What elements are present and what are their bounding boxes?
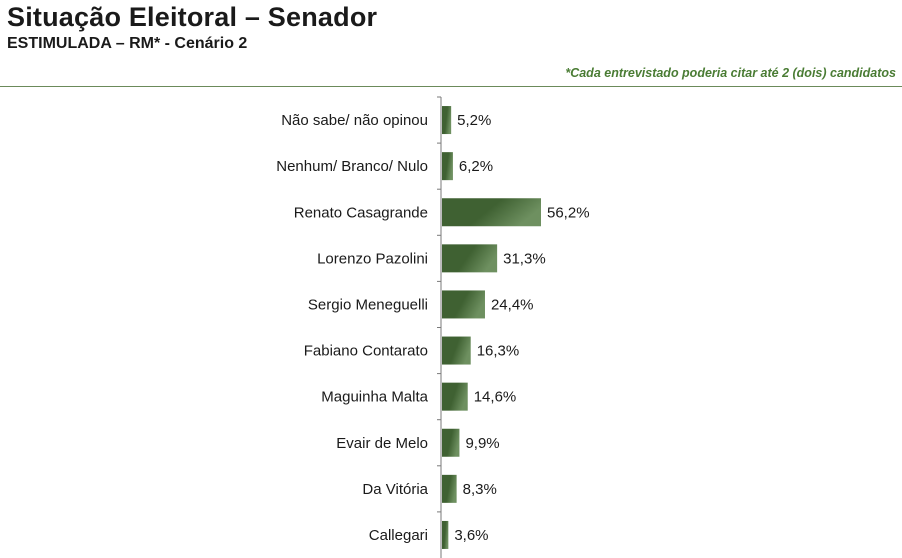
- data-label: 56,2%: [547, 204, 590, 221]
- data-label: 24,4%: [491, 296, 534, 313]
- data-label: 3,6%: [454, 527, 488, 544]
- bar: [442, 152, 453, 181]
- category-label: Callegari: [369, 527, 428, 544]
- category-label: Evair de Melo: [336, 435, 428, 452]
- data-label: 6,2%: [459, 158, 493, 175]
- page-subtitle: ESTIMULADA – RM* - Cenário 2: [7, 35, 248, 52]
- bar: [442, 474, 457, 503]
- header-divider: [0, 86, 902, 87]
- category-label: Fabiano Contarato: [304, 343, 428, 360]
- bar: [442, 198, 541, 227]
- bar: [442, 244, 498, 273]
- bar: [442, 428, 460, 457]
- bar: [442, 382, 468, 411]
- category-label: Não sabe/ não opinou: [281, 112, 428, 129]
- category-label: Renato Casagrande: [294, 204, 428, 221]
- data-label: 9,9%: [465, 435, 499, 452]
- category-label: Nenhum/ Branco/ Nulo: [276, 158, 428, 175]
- bar: [442, 290, 485, 319]
- data-label: 16,3%: [477, 343, 520, 360]
- data-label: 8,3%: [463, 481, 497, 498]
- category-label: Sergio Meneguelli: [308, 296, 428, 313]
- bar: [442, 106, 452, 135]
- category-label: Maguinha Malta: [321, 389, 428, 406]
- data-label: 31,3%: [503, 250, 546, 267]
- bar: [442, 520, 449, 549]
- category-label: Lorenzo Pazolini: [317, 250, 428, 267]
- category-label: Da Vitória: [362, 481, 428, 498]
- data-label: 5,2%: [457, 112, 491, 129]
- page-title: Situação Eleitoral – Senador: [7, 2, 378, 32]
- data-label: 14,6%: [474, 389, 517, 406]
- footnote: *Cada entrevistado poderia citar até 2 (…: [565, 66, 896, 80]
- bar: [442, 336, 471, 365]
